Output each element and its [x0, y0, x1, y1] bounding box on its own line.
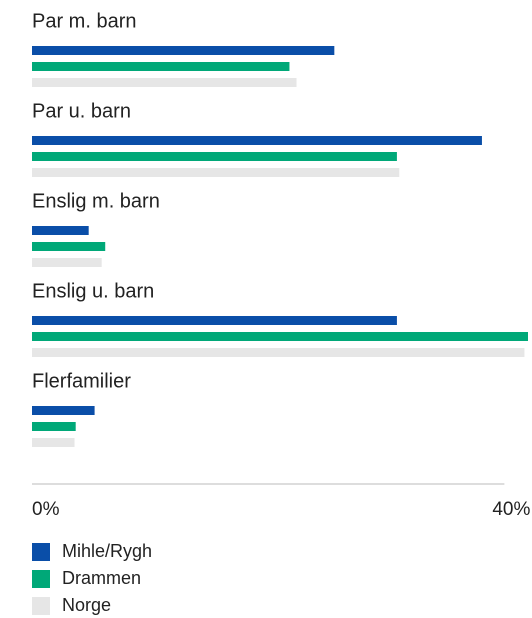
bar — [32, 168, 400, 177]
legend-swatch — [32, 570, 50, 588]
category-label: Par u. barn — [32, 100, 131, 122]
bar — [32, 258, 102, 267]
bar — [32, 348, 525, 357]
legend-swatch — [32, 543, 50, 561]
legend-label: Norge — [62, 595, 111, 615]
bar — [32, 46, 335, 55]
bar — [32, 332, 528, 341]
category-label: Enslig u. barn — [32, 280, 154, 302]
bar — [32, 438, 75, 447]
bar — [32, 78, 297, 87]
bar — [32, 226, 89, 235]
category-label: Flerfamilier — [32, 370, 131, 392]
bar — [32, 422, 76, 431]
bar — [32, 316, 397, 325]
bar — [32, 406, 95, 415]
bar — [32, 62, 290, 71]
bar — [32, 136, 482, 145]
legend-label: Drammen — [62, 568, 141, 588]
legend-swatch — [32, 597, 50, 615]
bar — [32, 242, 106, 251]
x-tick-label: 0% — [32, 499, 60, 520]
legend-label: Mihle/Rygh — [62, 541, 152, 561]
category-label: Par m. barn — [32, 10, 136, 32]
x-tick-label: 40% — [492, 499, 530, 520]
category-label: Enslig m. barn — [32, 190, 160, 212]
bar — [32, 152, 397, 161]
